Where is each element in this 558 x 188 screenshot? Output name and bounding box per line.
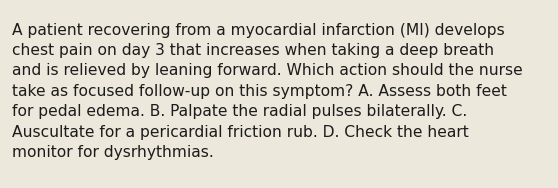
Text: A patient recovering from a myocardial infarction (MI) develops
chest pain on da: A patient recovering from a myocardial i… bbox=[12, 23, 523, 160]
